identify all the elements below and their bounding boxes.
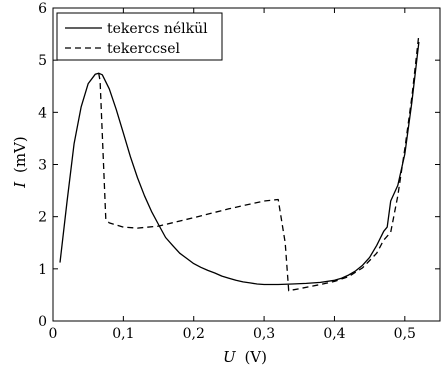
y-tick-label: 6 — [38, 1, 47, 17]
svg-text:U (V): U (V) — [223, 348, 267, 366]
x-axis-var: U — [223, 348, 237, 366]
x-tick-label: 0 — [49, 326, 58, 342]
y-axis-title: I (mV) — [11, 136, 29, 188]
legend-label-series-1: tekercs nélkül — [107, 21, 208, 37]
x-tick-label: 0,2 — [183, 326, 205, 342]
x-axis-unit: (V) — [244, 348, 267, 366]
x-tick-label: 0,5 — [394, 326, 416, 342]
legend-label-series-2: tekerccsel — [107, 41, 181, 57]
y-tick-label: 0 — [38, 314, 47, 330]
y-tick-label: 4 — [38, 105, 47, 121]
x-axis-title: U (V) — [223, 348, 267, 366]
x-tick-label: 0,1 — [112, 326, 134, 342]
y-axis-var: I — [11, 181, 29, 189]
series-line-2 — [98, 34, 420, 292]
y-tick-label: 3 — [38, 158, 47, 174]
y-tick-label: 2 — [38, 210, 47, 226]
x-tick-label: 0,4 — [323, 326, 345, 342]
legend-box — [56, 12, 223, 61]
legend: tekercs nélkül tekerccsel — [56, 12, 223, 61]
plot-area: 0 0,1 0,2 0,3 0,4 0,5 0 1 2 3 4 5 6 — [38, 1, 441, 342]
series-line-1 — [59, 41, 420, 286]
y-tick-label: 1 — [38, 262, 47, 278]
x-tick-label: 0,3 — [253, 326, 275, 342]
y-tick-label: 5 — [38, 53, 47, 69]
svg-text:I (mV): I (mV) — [11, 136, 29, 188]
y-axis-unit: (mV) — [11, 136, 29, 173]
